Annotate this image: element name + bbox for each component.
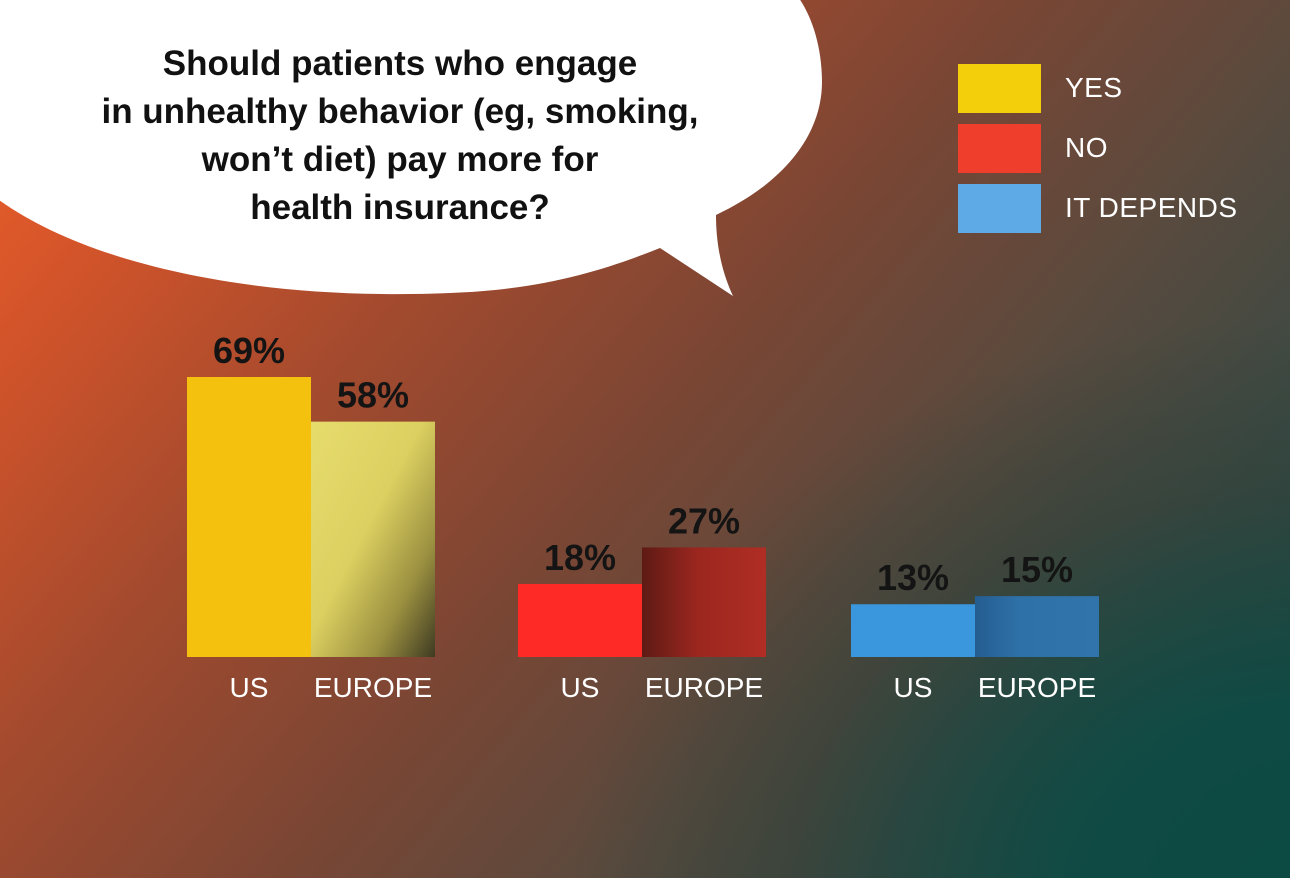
legend-label-no: NO bbox=[1065, 132, 1108, 163]
axis-label-it-depends-europe: EUROPE bbox=[978, 672, 1096, 703]
legend-swatch-no bbox=[958, 124, 1041, 173]
value-label-yes-europe: 58% bbox=[337, 375, 409, 416]
bar-yes-us bbox=[187, 377, 311, 657]
axis-label-no-europe: EUROPE bbox=[645, 672, 763, 703]
legend-label-it-depends: IT DEPENDS bbox=[1065, 192, 1238, 223]
question-text: Should patients who engage in unhealthy … bbox=[101, 44, 699, 227]
value-label-no-us: 18% bbox=[544, 537, 616, 578]
axis-label-yes-europe: EUROPE bbox=[314, 672, 432, 703]
speech-bubble bbox=[0, 0, 822, 296]
value-label-yes-us: 69% bbox=[213, 330, 285, 371]
legend-swatch-yes bbox=[958, 64, 1041, 113]
value-label-it-depends-europe: 15% bbox=[1001, 549, 1073, 590]
legend-label-yes: YES bbox=[1065, 72, 1123, 103]
bar-no-europe bbox=[642, 547, 766, 657]
axis-label-no-us: US bbox=[561, 672, 600, 703]
axis-label-it-depends-us: US bbox=[894, 672, 933, 703]
bar-it-depends-us bbox=[851, 604, 975, 657]
value-label-no-europe: 27% bbox=[668, 500, 740, 541]
legend-swatch-it-depends bbox=[958, 184, 1041, 233]
bar-it-depends-europe bbox=[975, 596, 1099, 657]
value-label-it-depends-us: 13% bbox=[877, 557, 949, 598]
axis-label-yes-us: US bbox=[230, 672, 269, 703]
bar-no-us bbox=[518, 583, 642, 657]
bar-yes-europe bbox=[311, 421, 435, 657]
